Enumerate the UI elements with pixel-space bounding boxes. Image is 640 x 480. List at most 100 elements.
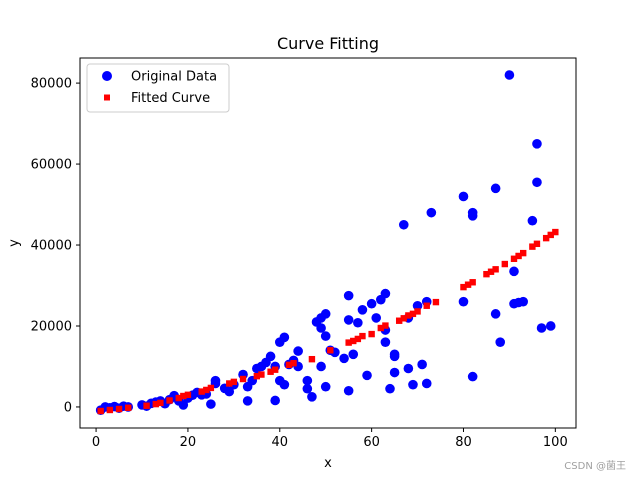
data-point-original <box>467 371 478 382</box>
data-point-original <box>316 323 326 333</box>
data-point-original <box>362 370 372 381</box>
data-point-fitted <box>542 234 550 242</box>
x-tick-label: 0 <box>92 435 100 450</box>
data-point-original <box>408 379 418 390</box>
data-point-original <box>458 296 469 307</box>
data-point-fitted <box>510 255 518 262</box>
data-point-fitted <box>152 400 159 408</box>
data-point-fitted <box>125 404 132 411</box>
data-point-fitted <box>157 399 164 407</box>
data-point-fitted <box>271 366 279 373</box>
data-point-original <box>509 266 519 277</box>
data-point-original <box>371 313 382 323</box>
data-point-original <box>279 379 290 390</box>
series-fitted-curve <box>97 228 559 415</box>
data-point-original <box>320 309 331 319</box>
legend-frame <box>86 63 230 113</box>
chart-title: Curve Fitting <box>277 34 379 53</box>
data-point-original <box>320 381 331 392</box>
y-tick-label: 20000 <box>31 319 72 334</box>
data-point-original <box>279 332 290 343</box>
data-point-fitted <box>198 388 205 395</box>
data-point-original <box>490 183 501 194</box>
data-point-original <box>302 383 313 394</box>
data-point-fitted <box>382 322 389 329</box>
y-tick-label: 60000 <box>31 158 72 173</box>
data-points <box>95 70 559 415</box>
data-point-original <box>380 337 391 347</box>
data-point-fitted <box>432 298 440 306</box>
data-point-original <box>178 400 189 410</box>
data-point-original <box>348 349 359 360</box>
data-point-fitted <box>184 391 192 399</box>
y-axis: 0 20000 40000 60000 80000 <box>31 77 80 415</box>
data-point-original <box>339 353 349 364</box>
data-point-fitted <box>207 384 215 392</box>
data-point-fitted <box>515 252 522 260</box>
data-point-original <box>495 337 506 347</box>
data-point-fitted <box>368 330 375 338</box>
data-point-original <box>412 300 423 311</box>
data-point-fitted <box>464 281 472 288</box>
data-point-fitted <box>350 337 357 345</box>
data-point-fitted <box>400 315 407 322</box>
data-point-original <box>426 207 437 218</box>
data-point-original <box>504 70 515 80</box>
data-point-fitted <box>492 266 499 273</box>
data-point-fitted <box>460 283 467 291</box>
data-point-fitted <box>487 268 495 275</box>
data-point-fitted <box>290 360 297 367</box>
data-point-fitted <box>483 270 490 278</box>
x-tick-label: 60 <box>363 435 380 450</box>
data-point-original <box>527 215 538 226</box>
data-point-fitted <box>519 249 527 257</box>
data-point-fitted <box>501 260 509 268</box>
data-point-fitted <box>423 302 430 309</box>
data-point-original <box>417 359 427 370</box>
data-point-fitted <box>359 332 366 340</box>
data-point-fitted <box>253 372 261 380</box>
data-point-fitted <box>409 310 417 318</box>
data-point-original <box>389 351 400 362</box>
data-point-fitted <box>203 386 210 394</box>
data-point-original <box>307 392 317 402</box>
data-point-original <box>536 323 547 333</box>
data-point-original <box>302 375 313 386</box>
data-point-fitted <box>547 231 554 239</box>
data-point-fitted <box>529 243 536 250</box>
y-axis-label: y <box>7 239 22 247</box>
y-tick-label: 80000 <box>31 77 72 92</box>
data-point-fitted <box>166 397 173 404</box>
data-point-original <box>265 351 276 362</box>
data-point-fitted <box>226 380 233 387</box>
data-point-original <box>293 346 303 356</box>
data-point-original <box>518 296 528 307</box>
data-point-fitted <box>115 405 123 413</box>
data-point-original <box>398 219 409 230</box>
data-point-original <box>366 298 377 309</box>
y-tick-label: 0 <box>64 400 72 415</box>
data-point-original <box>545 321 556 331</box>
data-point-fitted <box>143 402 150 409</box>
data-point-original <box>385 383 395 394</box>
x-tick-label: 20 <box>180 435 197 450</box>
data-point-original <box>343 385 354 396</box>
data-point-original <box>224 386 235 397</box>
data-point-fitted <box>405 312 412 319</box>
data-point-original <box>532 177 542 188</box>
data-point-fitted <box>175 394 182 402</box>
legend: Original Data Fitted Curve <box>86 63 230 113</box>
data-point-fitted <box>395 317 403 324</box>
data-point-fitted <box>106 406 114 414</box>
watermark: CSDN @菌王 <box>564 461 626 472</box>
data-point-fitted <box>345 339 352 346</box>
data-point-fitted <box>469 279 476 286</box>
data-point-original <box>421 378 432 389</box>
legend-marker-fitted-curve <box>104 94 110 101</box>
data-point-original <box>242 396 253 406</box>
data-point-fitted <box>414 308 421 315</box>
data-point-original <box>270 395 280 406</box>
data-point-original <box>343 290 354 301</box>
data-point-fitted <box>180 392 187 400</box>
